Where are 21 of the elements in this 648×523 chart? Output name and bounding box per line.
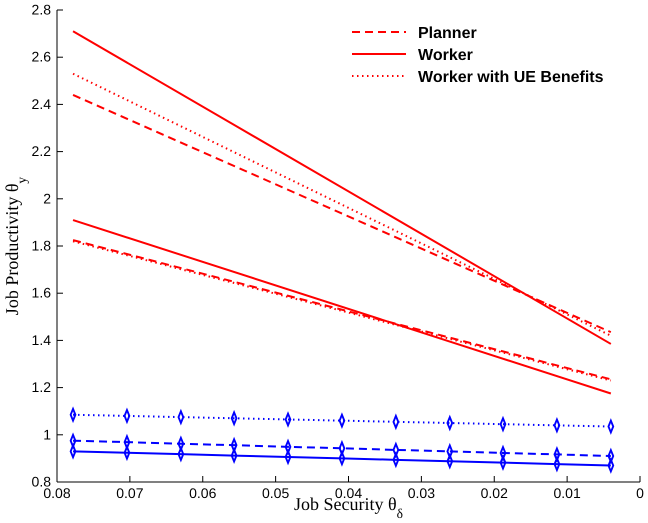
y-tick-label: 2 bbox=[43, 190, 52, 206]
x-tick-label: 0.02 bbox=[480, 484, 508, 501]
x-tick-label: 0.03 bbox=[408, 484, 436, 501]
legend-label: Worker bbox=[418, 47, 473, 64]
y-tick-label: 2.8 bbox=[32, 1, 52, 18]
y-tick-label: 1.4 bbox=[32, 332, 52, 348]
y-tick-label: 1.2 bbox=[32, 379, 52, 396]
legend-label: Worker with UE Benefits bbox=[418, 69, 604, 86]
legend-label: Planner bbox=[418, 25, 477, 42]
x-tick-label: 0.05 bbox=[262, 484, 290, 501]
y-tick-label: 2.4 bbox=[32, 96, 52, 112]
x-tick-label: 0.07 bbox=[116, 484, 144, 501]
x-tick-label: 0 bbox=[636, 484, 644, 501]
x-tick-label: 0.01 bbox=[554, 484, 581, 501]
y-tick-label: 2.2 bbox=[32, 143, 52, 160]
x-tick-label: 0.06 bbox=[189, 484, 217, 501]
y-tick-label: 1 bbox=[43, 426, 52, 442]
y-tick-label: 1.8 bbox=[32, 237, 52, 254]
y-tick-label: 0.8 bbox=[32, 473, 52, 490]
y-tick-label: 2.6 bbox=[32, 48, 52, 65]
y-tick-label: 1.6 bbox=[32, 284, 52, 301]
